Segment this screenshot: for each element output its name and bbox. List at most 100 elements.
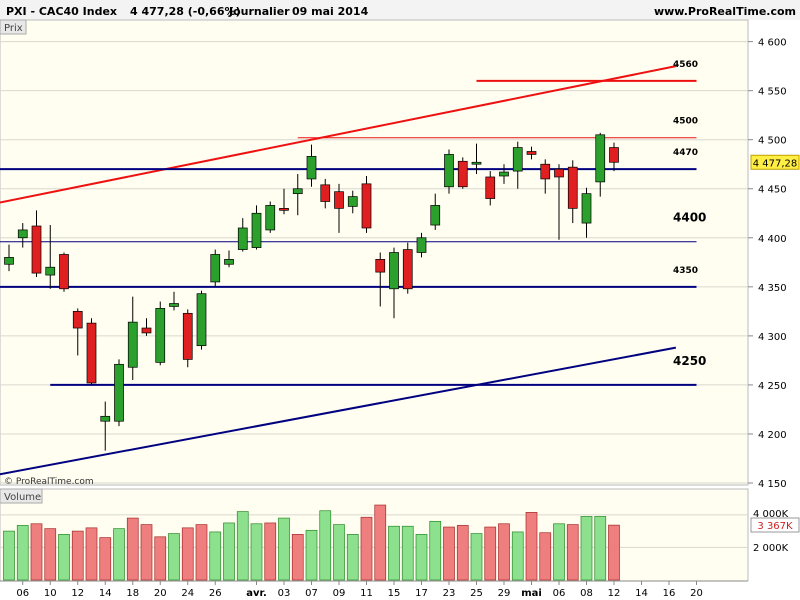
x-tick-label: 20: [154, 588, 167, 599]
candle-down: [375, 259, 386, 273]
candle-up: [127, 321, 138, 368]
x-tick-label: 29: [498, 588, 511, 599]
price-tick-label: 4 150: [758, 479, 787, 490]
candle-up: [430, 205, 441, 226]
volume-bar: [16, 525, 29, 581]
volume-bar: [154, 536, 167, 581]
candle-up: [17, 229, 28, 239]
candle-down: [554, 168, 564, 178]
candle-down: [567, 166, 578, 209]
level-label-4350: 4350: [673, 266, 698, 276]
volume-bar: [223, 522, 235, 581]
level-label-4250: 4250: [673, 354, 706, 368]
horizontal-levels: 4560 4500 4470 4400 4350 4250: [0, 60, 706, 386]
level-label-4470: 4470: [673, 148, 698, 158]
volume-bar: [126, 517, 139, 581]
volume-bar: [168, 533, 180, 581]
candle-down: [540, 163, 551, 180]
x-tick-label: 06: [553, 588, 566, 599]
x-axis-bar: [0, 581, 800, 600]
volume-bar: [566, 524, 579, 581]
x-tick-label: 20: [690, 588, 703, 599]
candle-down: [31, 225, 42, 274]
last-volume-marker: [750, 517, 800, 533]
volume-bar: [401, 525, 414, 581]
candle-up: [237, 227, 248, 250]
candle-down: [182, 312, 193, 360]
volume-bar: [443, 526, 455, 581]
header-bar: [0, 0, 800, 20]
volume-bar: [346, 534, 359, 581]
volume-bar: [498, 523, 510, 581]
candle-up: [45, 266, 56, 276]
candle-up: [196, 293, 207, 347]
x-tick-label: 09: [333, 588, 346, 599]
x-axis: 06 10 12 14 18 20 24 26 avr. 03 07 09 11 15 17 23 25 29 ma…: [0, 580, 748, 599]
candle-up: [581, 193, 592, 224]
price-tick-label: 4 600: [758, 38, 787, 49]
volume-bar: [264, 522, 277, 581]
candle-up: [306, 156, 317, 180]
volume-bar: [58, 534, 70, 581]
timeframe-text: Journalier: [228, 5, 290, 18]
candle-down: [141, 327, 152, 334]
candle-up: [169, 303, 179, 307]
candle-up: [347, 196, 358, 207]
x-tick-label: mai: [521, 588, 542, 599]
volume-bar: [278, 517, 290, 581]
level-label-4500: 4500: [673, 117, 698, 127]
x-tick-label: 18: [126, 588, 139, 599]
volume-panel-tag-box: [0, 488, 43, 504]
volume-bar: [608, 524, 620, 581]
candle-up: [155, 308, 166, 363]
candle-up: [114, 363, 124, 422]
volume-bar: [429, 520, 442, 581]
volume-bar: [140, 524, 153, 581]
x-tick-label: 08: [580, 588, 593, 599]
trend-line: [0, 346, 677, 476]
volume-bar: [511, 531, 524, 581]
last-price-marker: [750, 154, 800, 170]
candle-down: [457, 160, 468, 188]
volume-bar: [525, 512, 538, 581]
candle-down: [526, 151, 537, 155]
volume-bar: [580, 516, 593, 581]
volume-bar: [181, 527, 194, 581]
candle-down: [334, 191, 344, 209]
candle-up: [224, 259, 234, 265]
price-tick-label: 4 200: [758, 430, 787, 441]
site-link[interactable]: www.ProRealTime.com: [654, 5, 796, 18]
candle-up: [4, 257, 14, 265]
x-tick-label: 10: [44, 588, 57, 599]
candle-up: [471, 161, 482, 165]
candle-down: [72, 311, 83, 329]
instrument-title: PXI - CAC40 Index: [6, 5, 117, 18]
price-tick-label: 4 500: [758, 136, 787, 147]
x-tick-label: 15: [388, 588, 401, 599]
volume-bar: [209, 531, 222, 581]
candle-down: [279, 208, 289, 211]
price-tick-label: 4 550: [758, 87, 787, 98]
volume-bar: [415, 534, 428, 581]
volume-bar: [195, 524, 208, 581]
volume-bar: [360, 516, 373, 581]
price-panel-tag: Prix: [4, 23, 23, 34]
candle-up: [416, 237, 427, 253]
candlesticks: [4, 132, 619, 451]
volume-bar: [470, 533, 483, 581]
price-axis: 4 150 4 200 4 250 4 300 4 350 4 400 4 450 4 500…: [748, 38, 787, 490]
quote-text: 4 477,28 (-0,66%): [130, 5, 241, 18]
volume-bars: [3, 504, 620, 581]
volume-tick-2000k: 2 000K: [753, 543, 789, 554]
x-tick-label: 06: [16, 588, 29, 599]
volume-bar: [553, 523, 565, 581]
candle-up: [595, 134, 606, 183]
x-tick-label: 12: [608, 588, 621, 599]
x-tick-label: 07: [305, 588, 318, 599]
candle-down: [361, 183, 372, 229]
volume-tick-4000k: 4 000K: [753, 509, 789, 520]
volume-panel-tag: Volume: [4, 492, 41, 503]
candle-down: [609, 147, 619, 163]
price-tick-label: 4 400: [758, 234, 787, 245]
